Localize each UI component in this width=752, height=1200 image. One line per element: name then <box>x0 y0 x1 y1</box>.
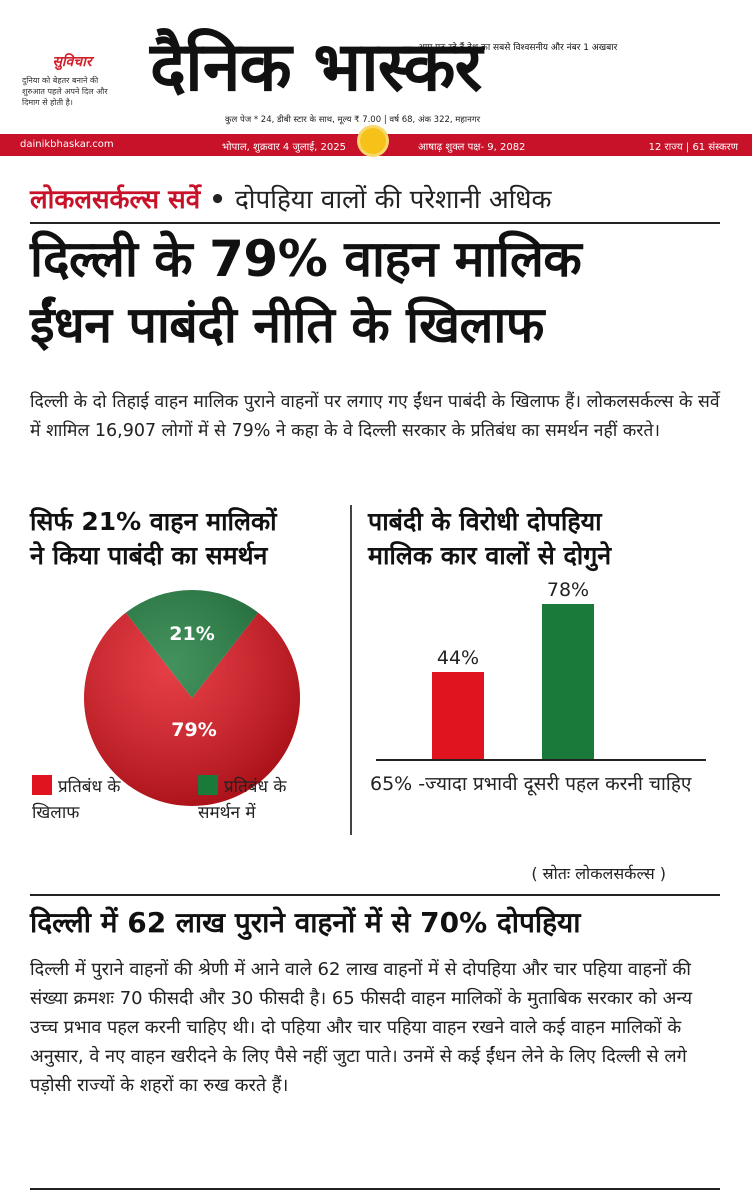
divider <box>30 894 720 896</box>
divider <box>30 222 720 224</box>
source-credit: ( स्रोतः लोकलसर्कल्स ) <box>531 864 666 883</box>
headline-line-2: ईंधन पाबंदी नीति के खिलाफ <box>30 296 544 354</box>
website: dainikbhaskar.com <box>20 139 114 150</box>
kicker-separator: • <box>200 185 235 215</box>
pie-shade <box>84 590 300 806</box>
editions: 12 राज्य | 61 संस्करण <box>648 142 738 153</box>
pie-label-against: 79% <box>171 719 216 741</box>
legend-support-line-1: प्रतिबंध के <box>224 777 287 797</box>
right-subhead-line-2: मालिक कार वालों से दोगुने <box>368 541 612 570</box>
suvichar-title: सुविचार <box>52 54 92 70</box>
hindu-date: आषाढ़ शुक्ल पक्ष- 9, 2082 <box>418 142 526 153</box>
suvichar-text: दुनिया को बेहतर बनाने की शुरुआत पहले अपन… <box>22 76 108 107</box>
issue-meta: कुल पेज * 24, डीबी स्टार के साथ, मूल्य ₹… <box>225 115 481 125</box>
left-subhead: सिर्फ 21% वाहन मालिकों ने किया पाबंदी का… <box>30 505 277 573</box>
legend-against-line-1: प्रतिबंध के <box>58 777 121 797</box>
column-divider <box>350 505 352 835</box>
bar-note: 65% -ज्यादा प्रभावी दूसरी पहल करनी चाहिए <box>370 773 692 795</box>
newspaper-logo: दैनिक भास्कर <box>150 28 482 107</box>
dateline: भोपाल, शुक्रवार 4 जुलाई, 2025 <box>222 142 346 153</box>
masthead: सुविचार दुनिया को बेहतर बनाने की शुरुआत … <box>0 0 752 134</box>
kicker-brand: लोकलसर्कल्स सर्वे <box>30 185 201 215</box>
body-paragraph: दिल्ली में पुराने वाहनों की श्रेणी में आ… <box>30 959 693 1096</box>
legend-against-line-2: खिलाफ <box>32 803 80 823</box>
intro-paragraph: दिल्ली के दो तिहाई वाहन मालिक पुराने वाह… <box>30 392 720 441</box>
divider <box>30 1188 720 1190</box>
headline: दिल्ली के 79% वाहन मालिक ईंधन पाबंदी नीत… <box>30 226 730 358</box>
suvichar-box: सुविचार दुनिया को बेहतर बनाने की शुरुआत … <box>22 52 122 108</box>
legend-red-swatch <box>32 775 52 795</box>
bar-label-2: 78% <box>547 582 589 601</box>
legend-against: प्रतिबंध के खिलाफ <box>32 774 120 826</box>
left-subhead-line-1: सिर्फ 21% वाहन मालिकों <box>30 507 277 536</box>
left-subhead-line-2: ने किया पाबंदी का समर्थन <box>30 541 268 570</box>
sun-icon <box>360 128 386 154</box>
pie-chart: 21% 79% <box>83 590 300 806</box>
bottom-headline: दिल्ली में 62 लाख पुराने वाहनों में से 7… <box>30 906 581 939</box>
bar-chart: 44% 78% <box>376 582 706 761</box>
pie-label-support: 21% <box>169 623 214 645</box>
right-subhead: पाबंदी के विरोधी दोपहिया मालिक कार वालों… <box>368 505 611 573</box>
right-subhead-line-1: पाबंदी के विरोधी दोपहिया <box>368 507 602 536</box>
bar-2 <box>542 604 594 760</box>
bar-1 <box>432 672 484 760</box>
headline-line-1: दिल्ली के 79% वाहन मालिक <box>30 230 582 288</box>
kicker: लोकलसर्कल्स सर्वे • दोपहिया वालों की परे… <box>30 180 551 216</box>
legend-support-line-2: समर्थन में <box>198 803 256 823</box>
bar-label-1: 44% <box>437 647 479 669</box>
legend-green-swatch <box>198 775 218 795</box>
legend-support: प्रतिबंध के समर्थन में <box>198 774 286 826</box>
kicker-subtitle: दोपहिया वालों की परेशानी अधिक <box>234 185 552 215</box>
tagline: आप पढ़ रहे हैं देश का सबसे विश्वसनीय और … <box>418 43 618 53</box>
